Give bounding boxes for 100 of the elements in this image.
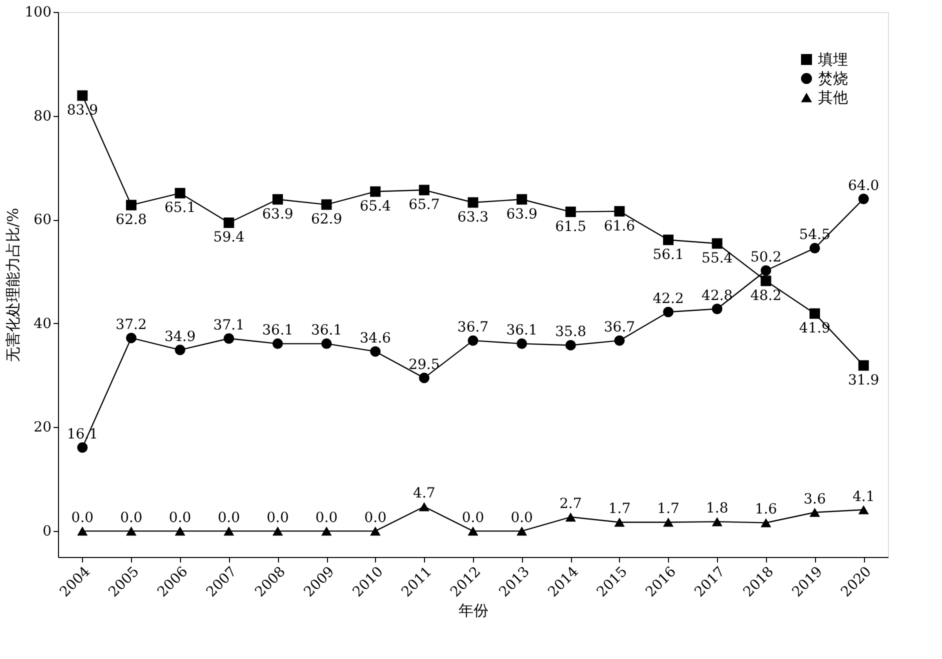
data-label: 36.7 <box>457 320 489 336</box>
point <box>370 186 381 197</box>
data-label: 4.7 <box>413 486 436 502</box>
point <box>272 194 283 205</box>
y-tick-label: 20 <box>34 420 52 436</box>
point <box>858 194 869 204</box>
data-label: 1.6 <box>754 502 778 518</box>
point <box>224 333 234 344</box>
data-label: 2.7 <box>560 496 582 512</box>
data-label: 34.9 <box>164 328 196 345</box>
point <box>810 508 820 517</box>
data-label: 3.6 <box>804 491 826 508</box>
data-label: 37.2 <box>116 316 147 333</box>
data-label: 0.0 <box>168 510 192 526</box>
legend-label: 焚烧 <box>818 70 848 88</box>
point <box>663 234 674 246</box>
y-axis-title: 无害化处理能力占比/% <box>4 208 22 362</box>
data-label: 65.7 <box>408 197 440 214</box>
point <box>126 526 136 536</box>
data-label: 48.2 <box>750 288 782 304</box>
point <box>760 265 772 276</box>
point <box>370 526 381 536</box>
point <box>272 526 283 536</box>
data-label: 0.0 <box>315 510 338 526</box>
y-tick-label: 0 <box>42 524 52 540</box>
point <box>810 242 820 254</box>
data-label: 4.1 <box>852 488 875 505</box>
data-label: 36.1 <box>310 322 342 339</box>
point <box>321 338 332 349</box>
point <box>126 200 136 210</box>
point <box>663 518 674 527</box>
point <box>614 518 625 527</box>
data-label: 31.9 <box>848 372 880 388</box>
data-label: 37.1 <box>213 317 244 334</box>
point <box>712 304 722 314</box>
data-label: 42.8 <box>702 288 733 304</box>
point <box>321 526 332 536</box>
point <box>272 338 283 349</box>
point <box>760 518 772 528</box>
point <box>126 332 136 344</box>
point <box>614 335 625 346</box>
point <box>468 335 478 346</box>
point <box>858 505 869 514</box>
point <box>663 306 674 318</box>
point <box>77 526 88 536</box>
point <box>224 217 234 228</box>
point <box>418 372 430 384</box>
point <box>418 184 430 196</box>
data-label: 0.0 <box>364 510 386 526</box>
x-axis-title: 年份 <box>458 602 488 620</box>
data-label: 65.1 <box>164 200 196 216</box>
point <box>516 338 528 349</box>
y-tick-label: 40 <box>34 316 52 332</box>
data-label: 59.4 <box>213 230 245 246</box>
point <box>565 206 576 218</box>
data-label: 0.0 <box>510 510 533 526</box>
data-label: 42.2 <box>652 291 684 308</box>
point <box>516 194 528 205</box>
point <box>321 199 332 210</box>
data-label: 61.5 <box>555 218 586 235</box>
point <box>77 442 88 453</box>
data-label: 1.7 <box>657 501 680 518</box>
data-label: 0.0 <box>462 510 484 526</box>
data-label: 64.0 <box>848 178 880 194</box>
point <box>77 90 88 101</box>
point <box>370 346 381 357</box>
point <box>174 188 186 198</box>
data-label: 35.8 <box>555 324 586 340</box>
point <box>760 276 772 286</box>
point <box>565 340 576 350</box>
data-label: 1.7 <box>608 501 631 518</box>
data-label: 65.4 <box>360 198 392 215</box>
point <box>468 526 478 536</box>
y-tick-label: 100 <box>24 4 52 20</box>
data-label: 50.2 <box>750 249 782 266</box>
data-label: 0.0 <box>218 510 240 526</box>
point <box>174 526 186 536</box>
data-label: 62.9 <box>310 212 342 228</box>
data-label: 34.6 <box>360 330 392 346</box>
point <box>712 517 722 526</box>
data-label: 62.8 <box>116 212 147 228</box>
point <box>468 197 478 208</box>
point <box>224 526 234 536</box>
point <box>516 526 528 536</box>
data-label: 29.5 <box>408 356 440 373</box>
data-label: 0.0 <box>71 510 94 526</box>
y-tick-label: 80 <box>34 108 52 124</box>
data-label: 56.1 <box>652 246 684 263</box>
data-label: 55.4 <box>702 250 733 266</box>
legend-label: 填埋 <box>817 50 848 68</box>
data-label: 36.1 <box>506 322 538 339</box>
point <box>614 206 625 217</box>
data-label: 0.0 <box>120 510 142 526</box>
point <box>858 360 869 371</box>
legend-label: 其他 <box>818 88 848 106</box>
point <box>712 238 722 249</box>
data-label: 63.3 <box>457 209 489 226</box>
y-tick-label: 60 <box>34 212 52 228</box>
data-label: 61.6 <box>604 218 636 234</box>
data-label: 41.9 <box>799 320 830 337</box>
